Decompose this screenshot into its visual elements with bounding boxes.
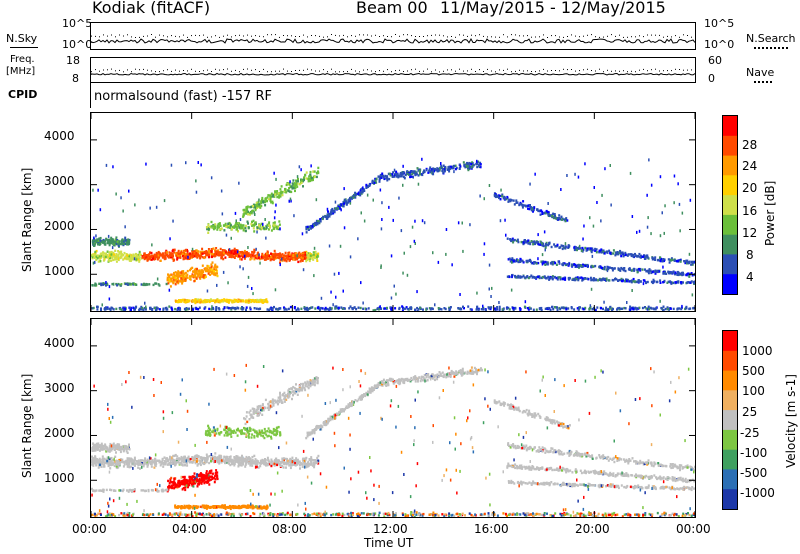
- velocity-panel: [90, 318, 696, 518]
- velocity-cbar-tick-neg25: -25: [740, 426, 760, 440]
- cpid-value: normalsound (fast) -157 RF: [94, 89, 272, 104]
- power-cbar-tick-4: 4: [746, 270, 754, 284]
- xtick-0400: 04:00: [172, 522, 207, 536]
- velocity-ylabel: Slant Range [km]: [20, 373, 34, 478]
- date-range: 11/May/2015 - 12/May/2015: [440, 0, 666, 17]
- power-cbar-tick-24: 24: [742, 159, 758, 173]
- nsearch-line-legend: [754, 47, 788, 49]
- power-cbar-label: Power [dB]: [763, 180, 777, 246]
- nsearch-label: N.Search: [746, 32, 796, 45]
- power-colorbar: [722, 115, 738, 295]
- xtick-0800: 08:00: [272, 522, 307, 536]
- xtick-0000-end: 00:00: [676, 522, 711, 536]
- nsky-line-legend: [10, 47, 38, 48]
- station-title: Kodiak (fitACF): [92, 0, 211, 17]
- velocity-ytick-2000: 2000: [44, 426, 75, 440]
- freq-strip: [90, 57, 696, 83]
- nave-label: Nave: [746, 66, 775, 79]
- freq-label-2: [MHz]: [6, 66, 36, 77]
- velocity-cbar-label: Velocity [m s-1]: [784, 374, 798, 468]
- xtick-2000: 20:00: [575, 522, 610, 536]
- nsky-tick-top: 10^5: [62, 17, 93, 30]
- power-ytick-2000: 2000: [44, 219, 75, 233]
- nsky-label: N.Sky: [6, 32, 38, 45]
- power-cbar-tick-28: 28: [742, 138, 758, 152]
- nsearch-tick-bottom: 10^0: [704, 38, 735, 51]
- velocity-cbar-tick-25: 25: [742, 405, 758, 419]
- power-ytick-4000: 4000: [44, 129, 75, 143]
- power-heatmap: [91, 113, 695, 311]
- freq-trace: [91, 68, 696, 76]
- power-ytick-3000: 3000: [44, 174, 75, 188]
- nsky-trace: [91, 34, 696, 44]
- velocity-cbar-tick-neg500: -500: [740, 466, 768, 480]
- power-cbar-tick-8: 8: [746, 248, 754, 262]
- nsky-tick-bottom: 10^0: [62, 38, 93, 51]
- xtick-0000: 00:00: [72, 522, 107, 536]
- velocity-cbar-tick-500: 500: [742, 364, 765, 378]
- velocity-ytick-4000: 4000: [44, 336, 75, 350]
- nsearch-tick-top: 10^5: [704, 17, 735, 30]
- power-ylabel: Slant Range [km]: [20, 167, 34, 272]
- velocity-heatmap: [91, 319, 695, 517]
- cpid-marker: [90, 83, 91, 108]
- power-cbar-tick-20: 20: [742, 181, 758, 195]
- power-cbar-tick-12: 12: [742, 226, 758, 240]
- xtick-1600: 16:00: [474, 522, 509, 536]
- freq-tick-bottom: 8: [72, 72, 79, 85]
- velocity-ytick-1000: 1000: [44, 471, 75, 485]
- power-ytick-1000: 1000: [44, 264, 75, 278]
- power-cbar-tick-16: 16: [742, 204, 758, 218]
- xaxis-label: Time UT: [364, 536, 414, 550]
- velocity-colorbar: [722, 330, 738, 510]
- power-panel: [90, 112, 696, 312]
- nave-tick-top: 60: [708, 54, 722, 67]
- velocity-ytick-3000: 3000: [44, 381, 75, 395]
- power-colorbar-bands: [723, 116, 737, 294]
- velocity-cbar-tick-100: 100: [742, 384, 765, 398]
- cpid-label: CPID: [8, 88, 38, 101]
- nsky-strip: [90, 22, 696, 50]
- velocity-cbar-tick-neg1000: -1000: [740, 486, 775, 500]
- freq-label-1: Freq.: [10, 54, 35, 65]
- freq-tick-top: 18: [66, 54, 80, 67]
- beam-label: Beam 00: [356, 0, 428, 17]
- velocity-cbar-tick-neg100: -100: [740, 446, 768, 460]
- velocity-cbar-tick-1000: 1000: [742, 344, 773, 358]
- nave-tick-bottom: 0: [708, 72, 715, 85]
- nave-line-legend: [754, 81, 772, 83]
- xtick-1200: 12:00: [373, 522, 408, 536]
- velocity-colorbar-bands: [723, 331, 737, 509]
